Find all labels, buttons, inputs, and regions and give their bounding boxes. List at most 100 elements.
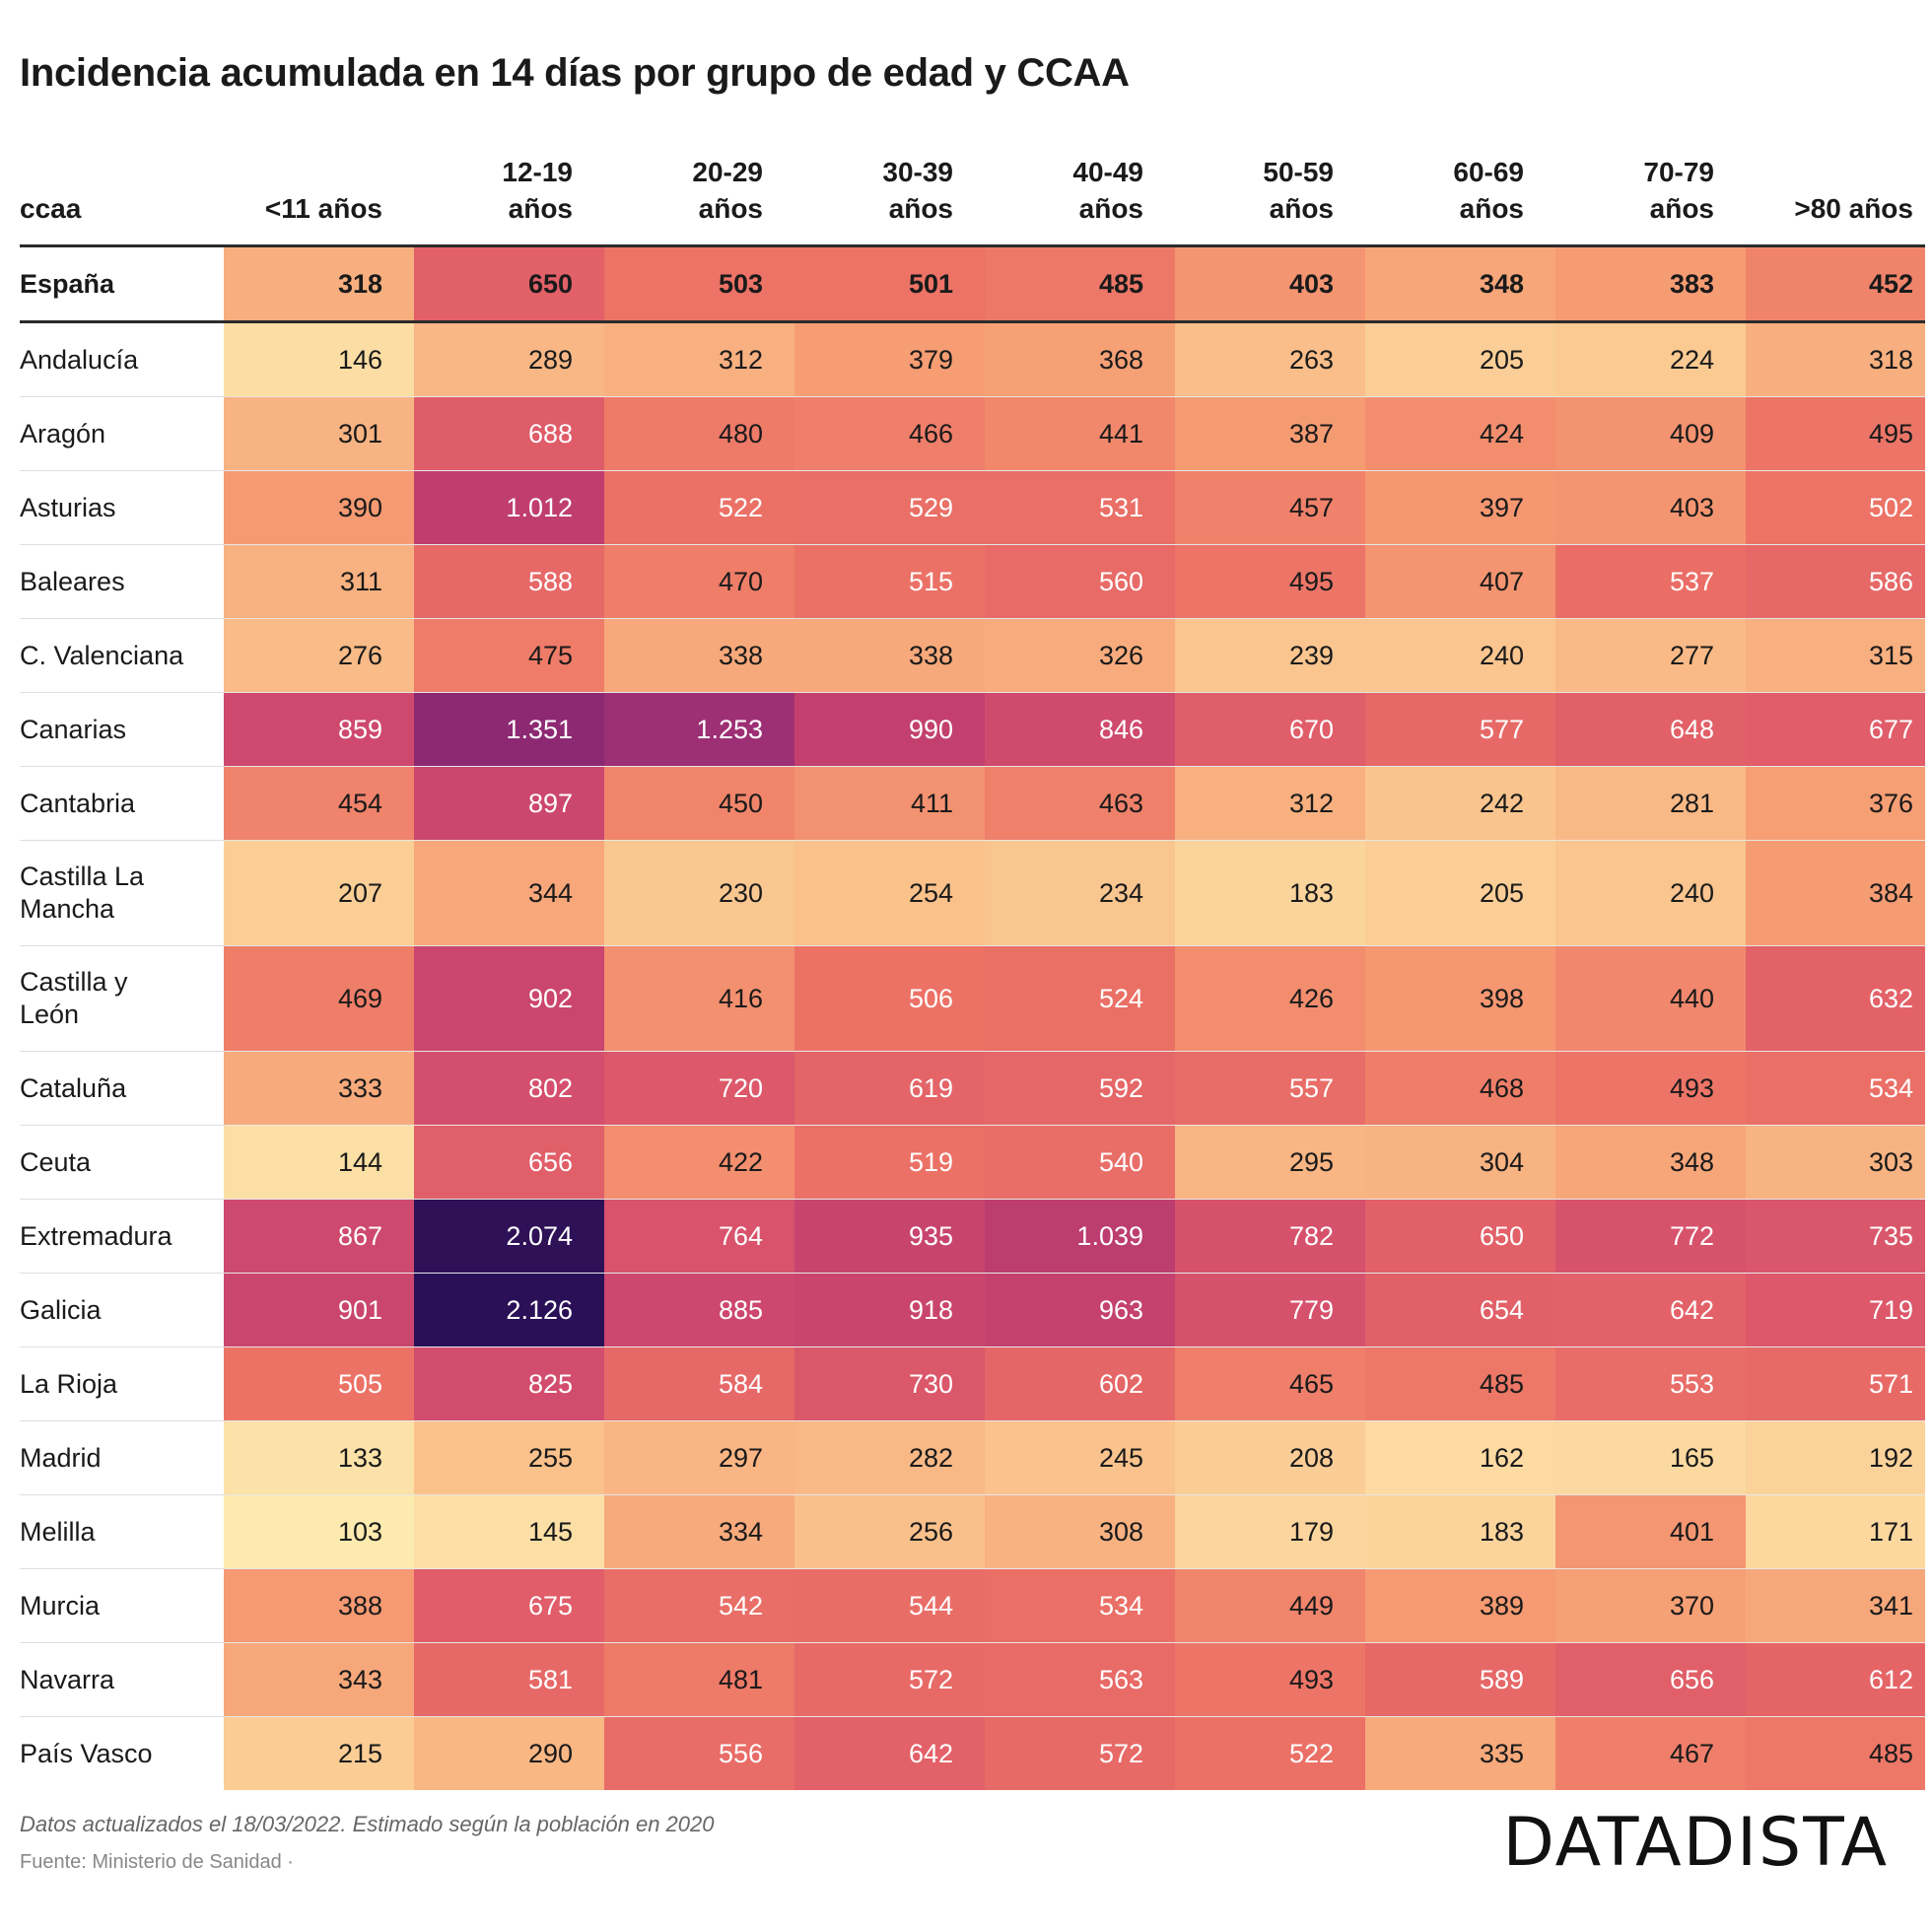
- heat-cell: 720: [604, 1051, 794, 1126]
- heat-cell: 515: [794, 544, 985, 619]
- heat-cell: 401: [1555, 1494, 1746, 1569]
- row-label: Melilla: [20, 1494, 224, 1569]
- heat-cell: 553: [1555, 1346, 1746, 1421]
- heat-cell: 256: [794, 1494, 985, 1569]
- heat-cell: 602: [985, 1346, 1175, 1421]
- heat-cell: 344: [414, 840, 604, 946]
- row-label: Murcia: [20, 1568, 224, 1643]
- heat-cell: 577: [1365, 692, 1555, 767]
- row-label: Galicia: [20, 1273, 224, 1347]
- heat-cell: 245: [985, 1420, 1175, 1495]
- table-row: Andalucía 146 289 312 379 368 263 205 224 318: [20, 321, 1925, 397]
- heat-cell: 341: [1746, 1568, 1925, 1643]
- heat-cell: 654: [1365, 1273, 1555, 1347]
- heat-cell: 589: [1365, 1642, 1555, 1717]
- heat-cell: 470: [604, 544, 794, 619]
- heat-cell: 480: [604, 396, 794, 471]
- heat-cell: 162: [1365, 1420, 1555, 1495]
- heat-cell: 179: [1175, 1494, 1365, 1569]
- heat-cell: 485: [985, 245, 1175, 323]
- heat-cell: 308: [985, 1494, 1175, 1569]
- heat-cell: 171: [1746, 1494, 1925, 1569]
- footnote: Datos actualizados el 18/03/2022. Estima…: [20, 1812, 715, 1836]
- heat-cell: 463: [985, 766, 1175, 841]
- column-header-ccaa[interactable]: ccaa: [20, 154, 224, 247]
- heat-cell: 493: [1555, 1051, 1746, 1126]
- heat-cell: 557: [1175, 1051, 1365, 1126]
- heat-cell: 764: [604, 1199, 794, 1274]
- heat-cell: 501: [794, 245, 985, 323]
- heat-cell: 383: [1555, 245, 1746, 323]
- heat-cell: 650: [1365, 1199, 1555, 1274]
- heat-cell: 612: [1746, 1642, 1925, 1717]
- heat-cell: 276: [224, 618, 414, 693]
- table-row: C. Valenciana 276 475 338 338 326 239 240 277 315: [20, 618, 1925, 693]
- heat-cell: 165: [1555, 1420, 1746, 1495]
- heat-cell: 2.126: [414, 1273, 604, 1347]
- heat-cell: 963: [985, 1273, 1175, 1347]
- chart-title: Incidencia acumulada en 14 días por grup…: [20, 51, 1130, 95]
- heat-cell: 416: [604, 945, 794, 1052]
- heat-cell: 289: [414, 321, 604, 397]
- heat-cell: 335: [1365, 1716, 1555, 1790]
- heat-cell: 506: [794, 945, 985, 1052]
- heat-cell: 388: [224, 1568, 414, 1643]
- heat-cell: 304: [1365, 1125, 1555, 1200]
- heat-cell: 303: [1746, 1125, 1925, 1200]
- heat-cell: 239: [1175, 618, 1365, 693]
- heat-cell: 846: [985, 692, 1175, 767]
- heat-cell: 935: [794, 1199, 985, 1274]
- heat-cell: 255: [414, 1420, 604, 1495]
- heat-cell: 411: [794, 766, 985, 841]
- heat-cell: 485: [1365, 1346, 1555, 1421]
- column-header[interactable]: 40-49 años: [985, 154, 1175, 247]
- heat-cell: 338: [794, 618, 985, 693]
- heat-cell: 390: [224, 470, 414, 545]
- column-header[interactable]: 12-19 años: [414, 154, 604, 247]
- heat-cell: 318: [1746, 321, 1925, 397]
- heat-cell: 205: [1365, 321, 1555, 397]
- heat-cell: 859: [224, 692, 414, 767]
- source-note: Fuente: Ministerio de Sanidad ·: [20, 1851, 294, 1873]
- heat-cell: 519: [794, 1125, 985, 1200]
- table-row: Canarias 859 1.351 1.253 990 846 670 577 648 677: [20, 692, 1925, 767]
- heat-cell: 403: [1555, 470, 1746, 545]
- heat-cell: 465: [1175, 1346, 1365, 1421]
- heat-cell: 281: [1555, 766, 1746, 841]
- heat-cell: 467: [1555, 1716, 1746, 1790]
- row-label: España: [20, 245, 224, 323]
- heat-cell: 772: [1555, 1199, 1746, 1274]
- row-label: Extremadura: [20, 1199, 224, 1274]
- heat-cell: 675: [414, 1568, 604, 1643]
- heat-cell: 103: [224, 1494, 414, 1569]
- heat-cell: 735: [1746, 1199, 1925, 1274]
- heat-cell: 334: [604, 1494, 794, 1569]
- column-header[interactable]: 70-79 años: [1555, 154, 1746, 247]
- row-label: C. Valenciana: [20, 618, 224, 693]
- heat-cell: 485: [1746, 1716, 1925, 1790]
- heat-cell: 409: [1555, 396, 1746, 471]
- column-header[interactable]: 20-29 años: [604, 154, 794, 247]
- heat-cell: 503: [604, 245, 794, 323]
- heatmap-body: España 318 650 503 501 485 403 348 383 452 Andaluc…: [20, 245, 1925, 1790]
- heat-cell: 885: [604, 1273, 794, 1347]
- heat-cell: 240: [1365, 618, 1555, 693]
- table-row: Ceuta 144 656 422 519 540 295 304 348 303: [20, 1125, 1925, 1200]
- heat-cell: 146: [224, 321, 414, 397]
- datadista-logo: DATADISTA: [1502, 1804, 1889, 1882]
- heat-cell: 502: [1746, 470, 1925, 545]
- column-header[interactable]: 60-69 años: [1365, 154, 1555, 247]
- heat-cell: 449: [1175, 1568, 1365, 1643]
- heat-cell: 572: [794, 1642, 985, 1717]
- heat-cell: 440: [1555, 945, 1746, 1052]
- column-header[interactable]: >80 años: [1746, 154, 1925, 247]
- column-header[interactable]: 30-39 años: [794, 154, 985, 247]
- heat-cell: 719: [1746, 1273, 1925, 1347]
- column-header[interactable]: <11 años: [224, 154, 414, 247]
- column-header[interactable]: 50-59 años: [1175, 154, 1365, 247]
- heat-cell: 650: [414, 245, 604, 323]
- heat-cell: 454: [224, 766, 414, 841]
- heat-cell: 387: [1175, 396, 1365, 471]
- heat-cell: 619: [794, 1051, 985, 1126]
- row-label: Navarra: [20, 1642, 224, 1717]
